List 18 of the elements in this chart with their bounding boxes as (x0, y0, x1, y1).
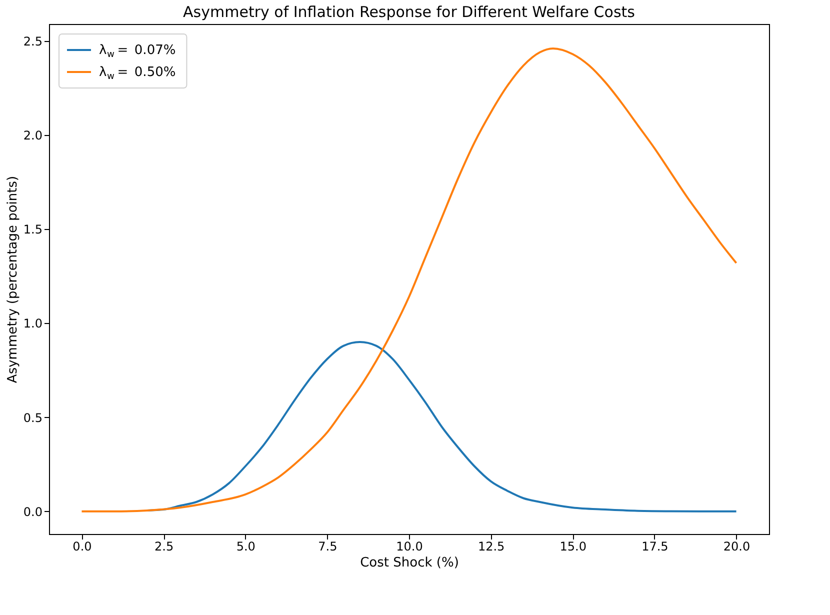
y-tick-label: 2.5 (23, 34, 42, 48)
x-tick-label: 5.0 (236, 540, 256, 554)
y-tick-label: 0.0 (23, 504, 42, 519)
x-tick-label: 10.0 (396, 540, 423, 554)
x-tick-label: 7.5 (318, 540, 338, 554)
x-axis-title: Cost Shock (%) (360, 556, 459, 570)
x-tick-label: 15.0 (560, 540, 586, 554)
x-tick-label: 17.5 (642, 540, 668, 554)
x-tick-label: 2.5 (154, 540, 174, 554)
x-tick-label: 12.5 (478, 540, 505, 554)
x-tick-label: 20.0 (723, 540, 750, 554)
x-tick-label: 0.0 (72, 540, 92, 554)
chart-title: Asymmetry of Inflation Response for Different Welfare Costs (183, 3, 636, 21)
y-tick-label: 2.0 (23, 128, 42, 143)
y-axis-title: Asymmetry (percentage points) (5, 176, 20, 384)
y-tick-label: 0.5 (23, 410, 42, 425)
y-tick-label: 1.0 (23, 316, 42, 331)
y-tick-label: 1.5 (23, 222, 42, 237)
